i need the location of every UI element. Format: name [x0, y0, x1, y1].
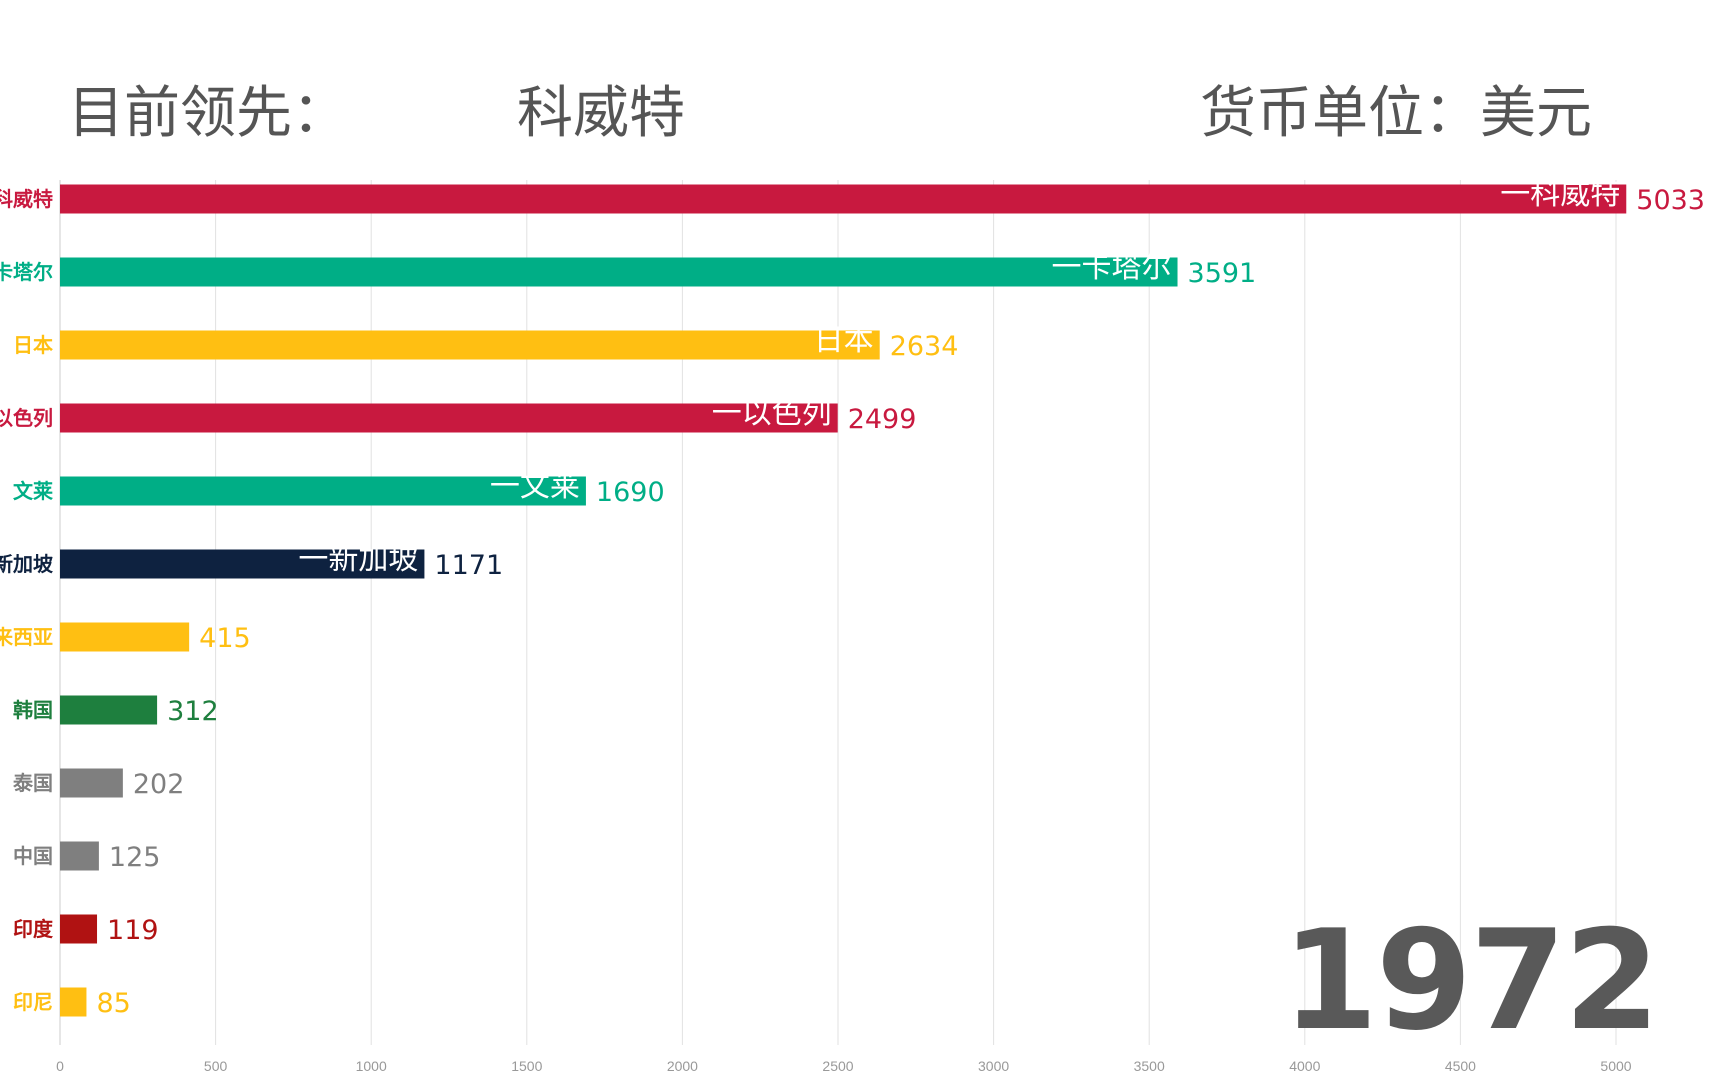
bar — [60, 987, 87, 1017]
category-label: 泰国 — [12, 771, 53, 795]
category-label: 印度 — [13, 917, 54, 941]
category-label: 韩国 — [13, 698, 53, 722]
bar — [60, 476, 586, 506]
bar — [60, 914, 98, 944]
bar-inner-label: 一以色列 — [712, 396, 832, 431]
value-label: 2634 — [890, 331, 959, 362]
value-label: 415 — [199, 623, 251, 654]
x-tick-label: 2000 — [667, 1058, 698, 1074]
bar — [60, 257, 1178, 287]
value-label: 2499 — [848, 404, 917, 435]
x-tick-label: 0 — [56, 1058, 64, 1074]
value-label: 1690 — [596, 477, 665, 508]
x-tick-label: 500 — [204, 1058, 228, 1074]
x-tick-label: 3000 — [978, 1058, 1009, 1074]
x-tick-label: 2500 — [822, 1058, 853, 1074]
leader-value: 科威特 — [517, 81, 685, 146]
bar-inner-label: 一新加坡 — [298, 542, 418, 577]
bar — [60, 184, 1627, 214]
bar-inner-label: 一文莱 — [490, 469, 580, 504]
category-label: 新加坡 — [0, 552, 54, 576]
bar — [60, 549, 425, 579]
x-tick-label: 3500 — [1134, 1058, 1165, 1074]
category-label: 科威特 — [0, 187, 53, 211]
unit-label: 货币单位：美元 — [1200, 81, 1592, 146]
value-label: 3591 — [1188, 258, 1257, 289]
bar — [60, 841, 99, 871]
x-tick-label: 1000 — [356, 1058, 387, 1074]
x-tick-label: 4000 — [1289, 1058, 1320, 1074]
x-tick-label: 1500 — [511, 1058, 542, 1074]
bar — [60, 403, 838, 433]
value-label: 5033 — [1636, 185, 1705, 216]
value-label: 119 — [107, 915, 159, 946]
category-label: 日本 — [13, 333, 53, 357]
category-label: 以色列 — [0, 406, 53, 430]
bar — [60, 695, 158, 725]
bar-inner-label: 一科威特 — [1500, 177, 1620, 212]
category-label: 马来西亚 — [0, 625, 53, 649]
value-label: 85 — [96, 988, 130, 1019]
bar — [60, 622, 190, 652]
bar-inner-label: 一卡塔尔 — [1052, 250, 1172, 285]
x-tick-label: 5000 — [1600, 1058, 1631, 1074]
bar-inner-label: 日本 — [814, 323, 874, 358]
value-label: 312 — [167, 696, 219, 727]
category-label: 印尼 — [13, 990, 53, 1014]
bar — [60, 330, 880, 360]
leader-label: 目前领先： — [68, 81, 348, 146]
bar — [60, 768, 123, 798]
category-label: 中国 — [13, 844, 53, 868]
x-tick-label: 4500 — [1445, 1058, 1476, 1074]
value-label: 1171 — [434, 550, 503, 581]
year-label: 1972 — [1282, 900, 1660, 1061]
value-label: 125 — [109, 842, 161, 873]
category-label: 卡塔尔 — [0, 260, 53, 284]
value-label: 202 — [133, 769, 185, 800]
category-label: 文莱 — [13, 479, 53, 503]
